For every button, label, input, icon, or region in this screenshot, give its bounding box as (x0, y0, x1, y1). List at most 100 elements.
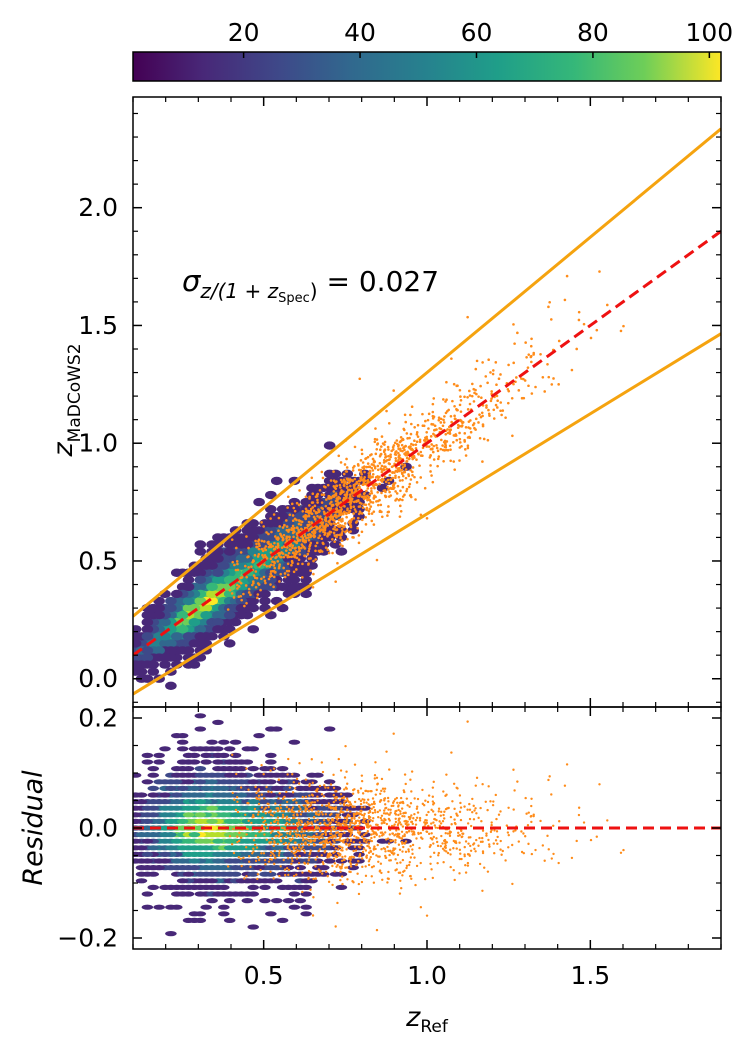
residual-orange-point (280, 809, 283, 813)
residual-orange-point (372, 806, 375, 809)
residual-orange-point (370, 803, 374, 806)
residual-orange-point (472, 804, 475, 808)
orange-point (351, 479, 354, 482)
residual-orange-point (481, 782, 484, 786)
residual-orange-point (524, 796, 527, 800)
residual-hex-bin (182, 772, 195, 778)
residual-orange-point (295, 801, 298, 804)
orange-point (308, 497, 311, 500)
residual-orange-point (358, 816, 361, 819)
orange-point (262, 525, 265, 528)
residual-orange-point (431, 876, 435, 880)
residual-orange-point (316, 799, 319, 802)
orange-point (345, 466, 349, 469)
orange-point (333, 534, 337, 537)
orange-point (363, 475, 366, 479)
residual-orange-point (303, 822, 307, 825)
residual-orange-point (376, 843, 379, 847)
residual-orange-point (326, 852, 330, 856)
orange-point (310, 512, 313, 515)
hex-bin (182, 596, 195, 606)
residual-hex-bin (200, 752, 212, 759)
orange-point (311, 506, 315, 509)
residual-orange-point (441, 842, 444, 845)
residual-orange-point (236, 810, 240, 814)
residual-orange-point (240, 864, 243, 868)
residual-orange-point (239, 836, 243, 839)
residual-orange-point (494, 839, 498, 842)
residual-orange-point (570, 856, 574, 860)
orange-point (449, 414, 453, 418)
residual-hex-bin (247, 746, 260, 752)
residual-orange-point (317, 837, 321, 840)
residual-orange-point (384, 850, 387, 853)
residual-hex-bin (206, 805, 218, 811)
residual-orange-point (444, 831, 447, 835)
residual-orange-point (530, 852, 534, 856)
residual-orange-point (300, 827, 304, 831)
orange-point (546, 362, 549, 366)
residual-hex-bin (294, 898, 307, 904)
residual-orange-point (344, 786, 348, 789)
residual-hex-bin (141, 752, 154, 759)
main-ytick-label-2: 1.0 (78, 429, 118, 458)
orange-point (411, 443, 415, 447)
residual-orange-point (373, 835, 376, 839)
orange-point (339, 478, 343, 482)
residual-hex-bin (141, 851, 154, 858)
orange-point (360, 502, 363, 505)
residual-orange-point (394, 813, 398, 816)
orange-point (239, 581, 243, 585)
residual-orange-point (446, 832, 450, 835)
residual-orange-point (291, 816, 295, 820)
residual-orange-point (267, 790, 270, 793)
orange-point (392, 444, 396, 447)
orange-point (512, 382, 515, 386)
residual-hex-bin (288, 891, 301, 897)
orange-point (360, 452, 364, 456)
residual-orange-point (237, 855, 240, 859)
residual-hex-bin (235, 845, 248, 851)
residual-orange-point (468, 853, 471, 856)
orange-point (406, 437, 409, 440)
residual-orange-point (384, 812, 388, 815)
residual-orange-point (308, 784, 311, 788)
residual-hex-bin (182, 779, 195, 785)
hex-bin (147, 603, 160, 613)
orange-point (282, 538, 285, 541)
residual-orange-point (449, 830, 452, 834)
residual-hex-bin (229, 812, 242, 818)
residual-orange-point (315, 825, 318, 828)
residual-orange-point (277, 854, 281, 857)
residual-orange-point (399, 796, 403, 800)
colorbar: 20 40 60 80 100 (132, 18, 733, 82)
orange-point (337, 495, 340, 499)
residual-orange-point (307, 839, 310, 842)
residual-orange-point (333, 834, 337, 837)
residual-orange-point (410, 790, 413, 793)
orange-point (324, 546, 328, 549)
residual-orange-point (449, 853, 452, 856)
residual-orange-point (345, 797, 349, 800)
residual-orange-point (481, 836, 484, 840)
orange-point (458, 446, 462, 449)
residual-orange-point (341, 863, 344, 866)
hex-bin (253, 497, 265, 507)
residual-orange-point (311, 835, 314, 839)
orange-point (354, 521, 358, 524)
residual-orange-point (485, 834, 488, 837)
hex-bin (141, 632, 154, 641)
residual-orange-point (332, 786, 336, 790)
residual-orange-point (261, 816, 264, 819)
residual-orange-point (401, 835, 405, 838)
residual-orange-point (326, 824, 330, 827)
orange-point (290, 563, 293, 567)
orange-point (329, 515, 332, 519)
residual-hex-bin (188, 858, 201, 864)
residual-orange-point (359, 799, 363, 803)
residual-hex-bin (212, 759, 224, 765)
orange-point (288, 544, 292, 548)
residual-orange-point (527, 811, 530, 814)
orange-point (345, 486, 349, 489)
residual-orange-point (298, 846, 301, 849)
